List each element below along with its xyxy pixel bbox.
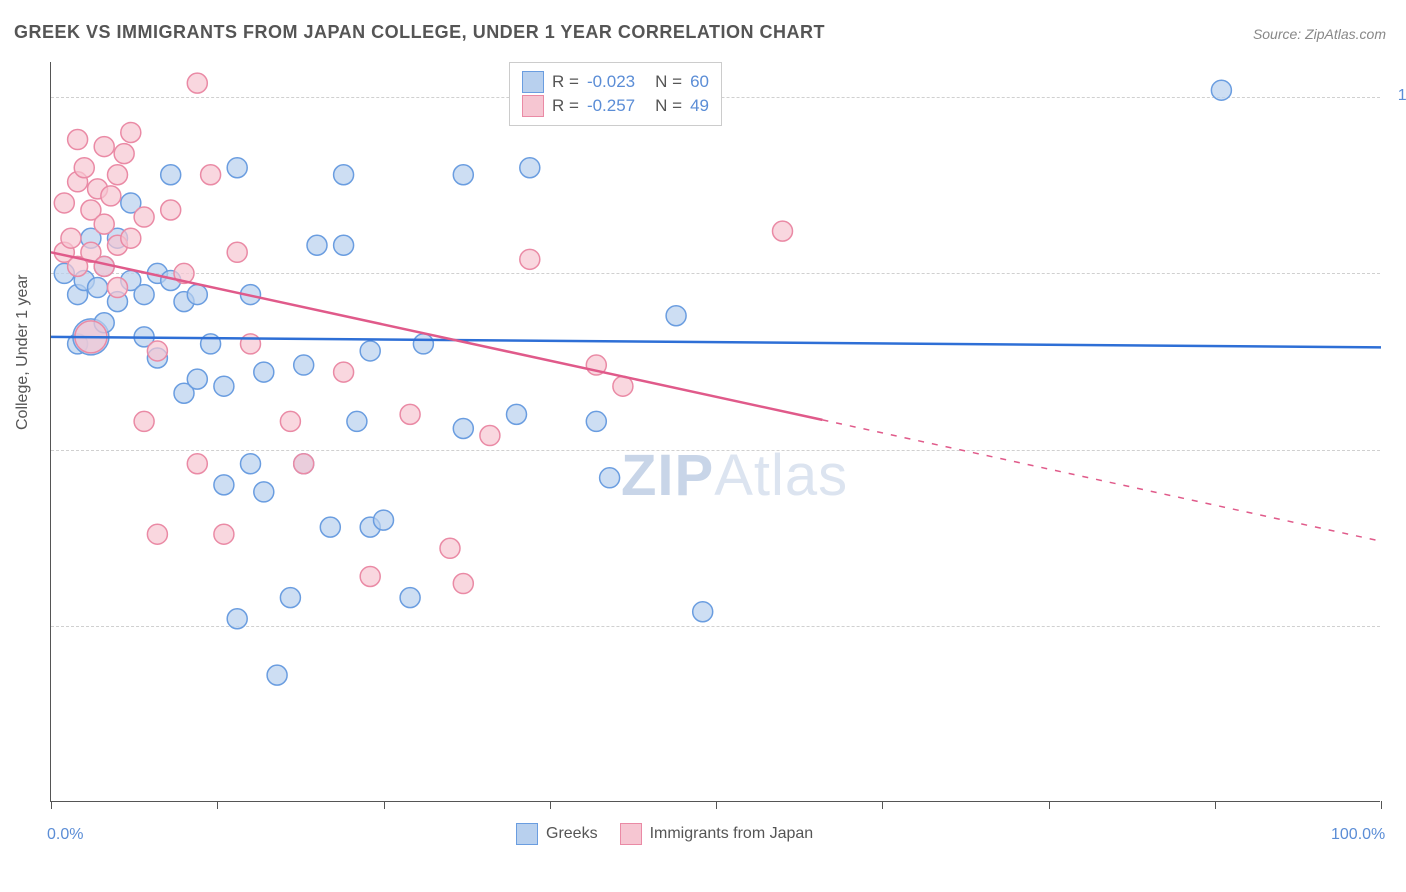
data-point[interactable] — [453, 574, 473, 594]
x-tick-label: 100.0% — [1331, 826, 1385, 844]
data-point[interactable] — [334, 165, 354, 185]
data-point[interactable] — [773, 221, 793, 241]
legend-row-greeks: R = -0.023 N = 60 — [522, 71, 709, 93]
data-point[interactable] — [227, 158, 247, 178]
data-point[interactable] — [94, 214, 114, 234]
data-point[interactable] — [134, 207, 154, 227]
data-point[interactable] — [201, 165, 221, 185]
data-point[interactable] — [453, 418, 473, 438]
data-point[interactable] — [147, 341, 167, 361]
data-point[interactable] — [94, 137, 114, 157]
data-point[interactable] — [693, 602, 713, 622]
data-point[interactable] — [161, 165, 181, 185]
data-point[interactable] — [68, 130, 88, 150]
data-point[interactable] — [241, 334, 261, 354]
data-point[interactable] — [227, 242, 247, 262]
data-point[interactable] — [400, 404, 420, 424]
data-point[interactable] — [214, 524, 234, 544]
legend-swatch-greeks-icon — [516, 823, 538, 845]
y-axis-label: College, Under 1 year — [14, 274, 32, 430]
data-point[interactable] — [61, 228, 81, 248]
data-point[interactable] — [54, 193, 74, 213]
data-point[interactable] — [88, 278, 108, 298]
data-point[interactable] — [480, 426, 500, 446]
data-point[interactable] — [121, 122, 141, 142]
source-label: Source: ZipAtlas.com — [1253, 26, 1386, 42]
data-point[interactable] — [187, 454, 207, 474]
n-value-japan: 49 — [690, 96, 709, 116]
data-point[interactable] — [600, 468, 620, 488]
data-point[interactable] — [334, 235, 354, 255]
data-point[interactable] — [227, 609, 247, 629]
data-point[interactable] — [254, 362, 274, 382]
x-tick-label: 0.0% — [47, 826, 83, 844]
scatter-svg — [51, 62, 1380, 801]
data-point[interactable] — [294, 454, 314, 474]
data-point[interactable] — [280, 588, 300, 608]
data-point[interactable] — [187, 73, 207, 93]
data-point[interactable] — [360, 566, 380, 586]
data-point[interactable] — [347, 411, 367, 431]
data-point[interactable] — [134, 411, 154, 431]
r-value-japan: -0.257 — [587, 96, 635, 116]
data-point[interactable] — [114, 144, 134, 164]
data-point[interactable] — [267, 665, 287, 685]
data-point[interactable] — [147, 524, 167, 544]
chart-container: GREEK VS IMMIGRANTS FROM JAPAN COLLEGE, … — [0, 0, 1406, 892]
y-tick-label: 100.0% — [1398, 87, 1406, 105]
data-point[interactable] — [101, 186, 121, 206]
data-point[interactable] — [440, 538, 460, 558]
plot-area: ZIPAtlas R = -0.023 N = 60 R = -0.257 N … — [50, 62, 1380, 802]
legend-series: Greeks Immigrants from Japan — [516, 823, 813, 845]
data-point[interactable] — [187, 285, 207, 305]
data-point[interactable] — [161, 200, 181, 220]
data-point[interactable] — [121, 228, 141, 248]
data-point[interactable] — [280, 411, 300, 431]
r-value-greeks: -0.023 — [587, 72, 635, 92]
data-point[interactable] — [520, 158, 540, 178]
data-point[interactable] — [214, 376, 234, 396]
data-point[interactable] — [320, 517, 340, 537]
data-point[interactable] — [254, 482, 274, 502]
regression-line — [51, 252, 822, 420]
data-point[interactable] — [241, 454, 261, 474]
data-point[interactable] — [400, 588, 420, 608]
data-point[interactable] — [413, 334, 433, 354]
data-point[interactable] — [108, 278, 128, 298]
data-point[interactable] — [214, 475, 234, 495]
data-point[interactable] — [586, 411, 606, 431]
data-point[interactable] — [520, 249, 540, 269]
data-point[interactable] — [294, 355, 314, 375]
data-point[interactable] — [507, 404, 527, 424]
legend-correlation-box: R = -0.023 N = 60 R = -0.257 N = 49 — [509, 62, 722, 126]
data-point[interactable] — [187, 369, 207, 389]
data-point[interactable] — [453, 165, 473, 185]
data-point[interactable] — [134, 285, 154, 305]
data-point[interactable] — [334, 362, 354, 382]
legend-item-japan[interactable]: Immigrants from Japan — [620, 823, 814, 845]
data-point[interactable] — [307, 235, 327, 255]
data-point[interactable] — [666, 306, 686, 326]
data-point[interactable] — [1211, 80, 1231, 100]
chart-title: GREEK VS IMMIGRANTS FROM JAPAN COLLEGE, … — [14, 22, 825, 43]
data-point[interactable] — [360, 341, 380, 361]
regression-line-dashed — [822, 420, 1381, 541]
legend-swatch-japan-icon — [620, 823, 642, 845]
legend-row-japan: R = -0.257 N = 49 — [522, 95, 709, 117]
data-point[interactable] — [108, 165, 128, 185]
legend-swatch-japan — [522, 95, 544, 117]
data-point[interactable] — [374, 510, 394, 530]
legend-swatch-greeks — [522, 71, 544, 93]
legend-item-greeks[interactable]: Greeks — [516, 823, 598, 845]
n-value-greeks: 60 — [690, 72, 709, 92]
data-point[interactable] — [74, 158, 94, 178]
